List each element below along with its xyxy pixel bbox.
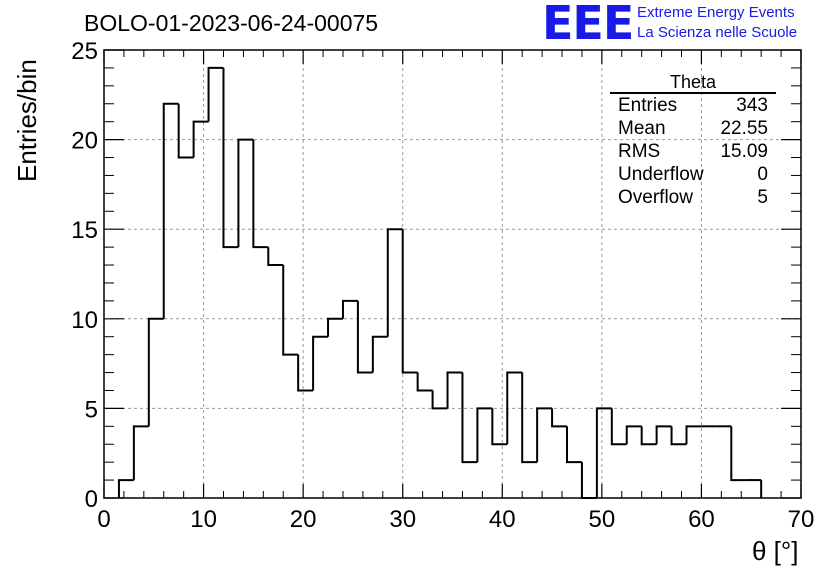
stats-row: RMS 15.09 (610, 140, 776, 163)
y-tick-label: 0 (85, 486, 98, 513)
stats-box: Theta Entries 343 Mean 22.55 RMS 15.09 Underfl… (610, 72, 776, 209)
histogram-bin (297, 354, 314, 392)
y-axis-label: Entries/bin (12, 59, 42, 182)
histogram-bin (640, 426, 657, 446)
histogram-bin (431, 390, 448, 410)
histogram-bin (401, 229, 418, 374)
histogram-bin (356, 300, 373, 374)
histogram-bin (207, 66, 224, 122)
histogram-bin (446, 371, 463, 409)
stats-label: Underflow (618, 164, 704, 185)
x-tick-label: 50 (589, 506, 616, 533)
stats-value: 0 (757, 164, 768, 185)
histogram-bin (386, 228, 403, 337)
logo-subtitle-2: La Scienza nelle Scuole (637, 24, 798, 41)
x-tick-label: 20 (290, 506, 317, 533)
histogram-bin (566, 426, 582, 464)
histogram-bin (536, 407, 553, 463)
histogram-bin (327, 317, 343, 337)
x-tick-label: 10 (190, 506, 217, 533)
histogram-bars (117, 66, 763, 499)
stats-row: Mean 22.55 (610, 117, 776, 140)
histogram-bin (252, 139, 269, 249)
histogram-bin (521, 372, 538, 464)
x-tick-label: 30 (389, 506, 416, 533)
histogram-bin (491, 408, 508, 446)
histogram-bin (551, 408, 568, 428)
stats-label: Overflow (618, 187, 693, 208)
logo-subtitle-1: Extreme Energy Events (637, 4, 795, 21)
histogram-bin (416, 372, 433, 392)
histogram-bin (670, 426, 687, 446)
histogram-bin (192, 120, 209, 158)
histogram-bin (177, 103, 194, 159)
histogram-bin (117, 479, 134, 498)
histogram-bin (132, 425, 149, 481)
grid-lines (104, 50, 801, 498)
histogram-bin (685, 425, 702, 445)
histogram-bin (655, 425, 672, 445)
histogram-bin (162, 102, 179, 319)
axis-ticks (103, 49, 802, 499)
x-axis-label: θ [°] (752, 536, 799, 566)
eee-logo: EEE (542, 0, 634, 50)
x-tick-label: 70 (788, 506, 815, 533)
stats-value: 5 (757, 187, 768, 208)
histogram-bin (237, 138, 254, 248)
histogram-bin (341, 299, 358, 319)
y-tick-label: 20 (71, 128, 98, 155)
x-tick-label: 40 (489, 506, 516, 533)
stats-row: Overflow 5 (610, 186, 776, 209)
y-tick-label: 5 (85, 396, 98, 423)
y-tick-label: 25 (71, 38, 98, 65)
histogram-bin (222, 67, 239, 249)
stats-label: Mean (618, 118, 666, 139)
x-tick-label: 0 (97, 506, 110, 533)
stats-label: Entries (618, 95, 678, 116)
histogram-bin (476, 407, 493, 463)
stats-value: 15.09 (720, 141, 768, 162)
histogram-bin (580, 462, 597, 499)
x-tick-label: 60 (688, 506, 715, 533)
stats-rows: Entries 343 Mean 22.55 RMS 15.09 Underflow 0 Ove… (610, 94, 776, 209)
stats-title: Theta (610, 72, 776, 94)
chart-title: BOLO-01-2023-06-24-00075 (84, 10, 379, 36)
histogram-bin (282, 265, 299, 356)
histogram-bin (506, 371, 523, 445)
histogram-bin (625, 425, 642, 445)
stats-row: Underflow 0 (610, 163, 776, 186)
histogram-bin (371, 335, 388, 373)
y-tick-label: 10 (71, 307, 98, 334)
histogram-bin (595, 407, 612, 498)
histogram-bin (461, 372, 478, 464)
y-tick-label: 15 (71, 217, 98, 244)
histogram-bin (730, 426, 747, 482)
histogram-bin (312, 335, 329, 391)
plot-frame (103, 49, 802, 499)
stats-value: 22.55 (720, 118, 768, 139)
histogram-bin (147, 317, 164, 427)
stats-row: Entries 343 (610, 94, 776, 117)
histogram-bin (610, 408, 627, 446)
histogram-bin (267, 247, 284, 267)
stats-value: 343 (736, 95, 768, 116)
stats-label: RMS (618, 141, 661, 162)
